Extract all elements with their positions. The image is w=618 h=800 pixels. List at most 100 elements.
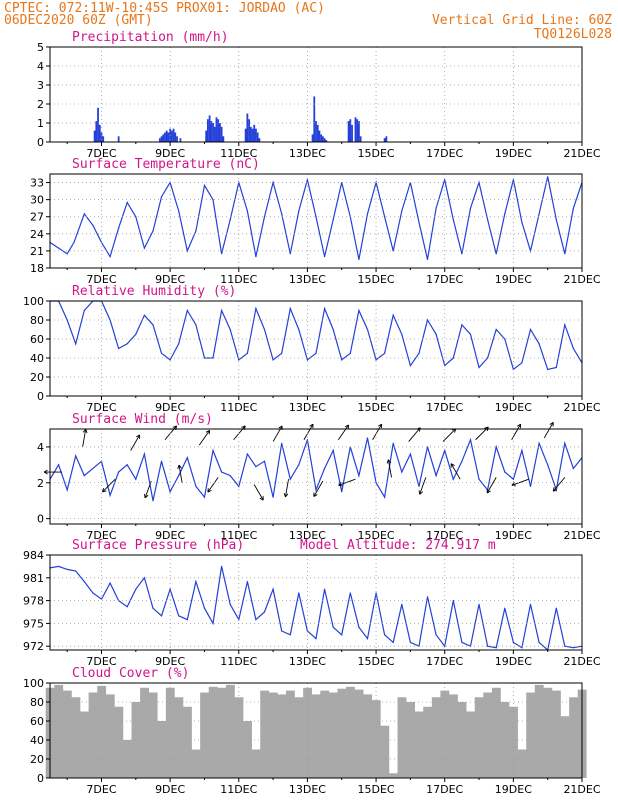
temp-point: [212, 199, 214, 201]
cloud-bar: [440, 690, 450, 778]
wind-frame: [49, 428, 583, 525]
pressure-x-tick-label: 15DEC: [358, 655, 395, 668]
precip-bar: [117, 136, 120, 142]
precip-bar: [172, 128, 175, 142]
precip-bar: [313, 96, 316, 142]
pressure-point: [512, 641, 514, 644]
rh-y-tick-label: 40: [30, 352, 44, 365]
wind-point: [169, 491, 171, 493]
temp-point: [521, 221, 523, 224]
pressure-point: [203, 607, 206, 609]
wind-arrow: [418, 477, 427, 495]
temp-title: Surface Temperature (nC): [72, 157, 260, 172]
cloud-bar: [251, 749, 261, 778]
wind-point: [135, 478, 137, 480]
cloud-x-tick-label: 11DEC: [220, 783, 257, 796]
rh-point: [83, 309, 85, 312]
precip-x-tick-label: 13DEC: [289, 147, 326, 160]
wind-point: [238, 485, 240, 487]
wind-arrow: [450, 463, 461, 480]
rh-point: [555, 366, 557, 369]
rh-point: [152, 324, 154, 326]
precip-bar: [213, 126, 216, 142]
wind-point: [126, 464, 128, 466]
pressure-point: [57, 565, 60, 568]
wind-point: [469, 439, 472, 441]
pressure-point: [555, 607, 557, 609]
rh-point: [315, 352, 317, 354]
wind-point: [178, 475, 180, 477]
temp-point: [57, 247, 60, 249]
wind-point: [289, 478, 291, 480]
cloud-bar: [397, 697, 407, 778]
wind-point: [160, 460, 163, 462]
pressure-y-tick-label: 981: [23, 572, 44, 585]
pressure-point: [487, 645, 489, 647]
rh-point: [143, 314, 145, 316]
pressure-point: [315, 638, 317, 640]
wind-arrow: [207, 477, 219, 493]
rh-point: [521, 362, 523, 364]
header-model-id: TQ0126L028: [534, 27, 612, 42]
precip-x-tick-label: 19DEC: [495, 147, 532, 160]
rh-point: [246, 352, 248, 354]
precip-bar: [251, 128, 254, 142]
precip-bar: [95, 121, 98, 142]
precip-y-tick-label: 4: [37, 60, 44, 73]
wind-point: [478, 478, 480, 480]
temp-x-tick-label: 15DEC: [358, 273, 395, 286]
temp-x-tick-label: 21DEC: [563, 273, 600, 286]
precip-bar: [162, 134, 165, 142]
wind-point: [152, 500, 154, 502]
temp-point: [229, 218, 231, 221]
precip-bar: [176, 136, 178, 142]
wind-arrow: [408, 427, 421, 442]
wind-point: [92, 467, 94, 470]
pressure-point: [143, 577, 145, 579]
wind-point: [332, 449, 334, 452]
temp-point: [469, 207, 472, 209]
cloud-bar: [303, 687, 313, 778]
temp-point: [366, 213, 369, 215]
cloud-panel: Cloud Cover (%) 0 20 40 60 80 100 7DEC 9DEC 11DEC…: [23, 666, 601, 796]
wind-arrow: [543, 421, 554, 439]
pressure-point: [323, 588, 326, 590]
wind-point: [572, 467, 575, 470]
temp-x-tick-label: 13DEC: [289, 273, 326, 286]
rh-point: [118, 347, 120, 350]
temp-point: [83, 213, 85, 215]
temp-point: [178, 210, 180, 212]
temp-point: [315, 216, 317, 218]
cloud-y-tick-label: 100: [23, 677, 44, 690]
cloud-x-tick-label: 17DEC: [426, 783, 463, 796]
pressure-point: [66, 568, 68, 571]
wind-point: [435, 475, 437, 477]
temp-point: [564, 253, 566, 255]
cloud-bar: [320, 690, 330, 778]
rh-point: [263, 328, 266, 331]
wind-y-tick-label: 2: [37, 477, 44, 490]
temp-x-tick-label: 19DEC: [495, 273, 532, 286]
cloud-bar: [114, 706, 124, 778]
cloud-bar: [208, 686, 218, 778]
wind-point: [495, 446, 497, 448]
temp-point: [512, 179, 514, 181]
pressure-point: [538, 641, 540, 644]
wind-title: Surface Wind (m/s): [72, 412, 213, 427]
temp-point: [444, 179, 446, 181]
wind-series-line: [49, 437, 583, 501]
rh-point: [238, 359, 240, 361]
pressure-point: [478, 603, 480, 606]
pressure-point: [495, 647, 497, 649]
temp-point: [66, 253, 68, 255]
temp-grid: [50, 174, 582, 268]
precip-bar: [165, 130, 168, 142]
pressure-x-tick-label: 9DEC: [155, 655, 185, 668]
temp-point: [203, 184, 206, 186]
cloud-bar: [174, 697, 184, 778]
precip-bar: [100, 132, 103, 142]
pressure-point: [152, 607, 154, 609]
precip-bar: [158, 138, 161, 142]
rh-point: [323, 308, 326, 310]
rh-marks: [49, 300, 583, 371]
